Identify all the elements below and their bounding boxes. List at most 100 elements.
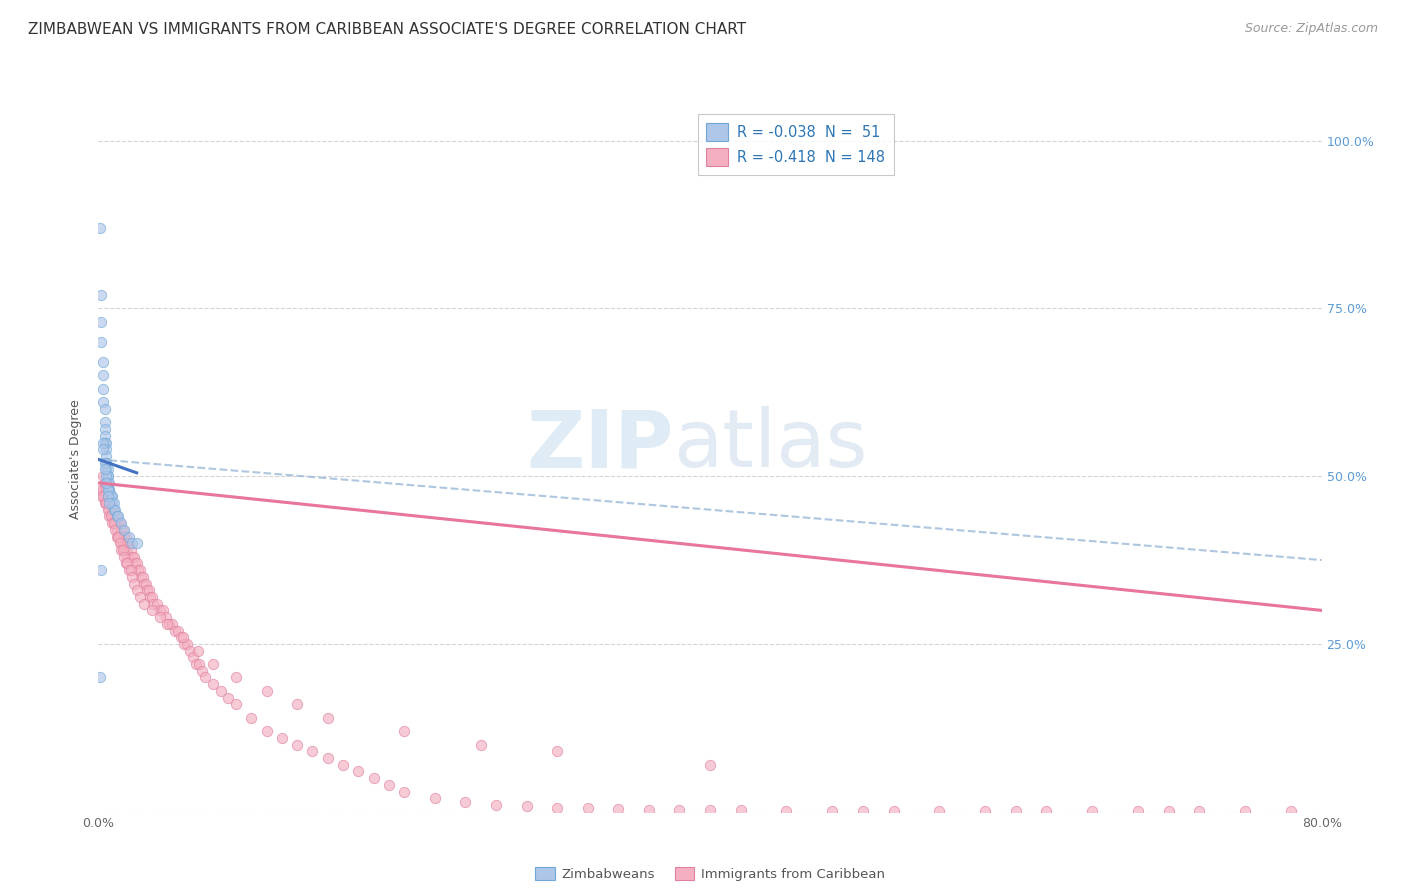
Point [974, 804, 997, 818]
Point [101, 509, 124, 524]
Point [94, 449, 117, 463]
Point [100, 489, 122, 503]
Point [1081, 804, 1104, 818]
Point [100, 509, 122, 524]
Point [110, 536, 132, 550]
Point [97, 496, 120, 510]
Point [111, 536, 134, 550]
Point [115, 543, 138, 558]
Point [637, 803, 661, 817]
Point [423, 791, 446, 805]
Point [91, 355, 114, 369]
Point [141, 590, 163, 604]
Point [821, 804, 844, 818]
Point [107, 530, 129, 544]
Point [94, 496, 117, 510]
Point [145, 597, 167, 611]
Point [120, 563, 142, 577]
Point [141, 603, 163, 617]
Point [128, 590, 150, 604]
Point [187, 643, 209, 657]
Point [149, 610, 172, 624]
Point [225, 698, 247, 712]
Point [852, 804, 875, 818]
Point [89, 671, 111, 685]
Point [93, 435, 115, 450]
Point [155, 610, 177, 624]
Point [157, 616, 180, 631]
Point [240, 711, 263, 725]
Point [1188, 804, 1211, 818]
Point [108, 536, 131, 550]
Point [139, 590, 162, 604]
Point [112, 549, 135, 564]
Point [209, 684, 232, 698]
Point [117, 549, 139, 564]
Point [173, 637, 195, 651]
Point [156, 616, 179, 631]
Point [378, 778, 401, 792]
Point [115, 530, 138, 544]
Point [93, 422, 115, 436]
Point [90, 334, 112, 349]
Point [91, 382, 114, 396]
Point [94, 435, 117, 450]
Point [97, 469, 120, 483]
Point [112, 530, 135, 544]
Point [100, 496, 122, 510]
Point [122, 576, 145, 591]
Point [107, 530, 129, 544]
Point [91, 435, 114, 450]
Point [103, 502, 125, 516]
Point [115, 557, 138, 571]
Point [98, 496, 121, 510]
Point [105, 509, 128, 524]
Point [111, 523, 134, 537]
Point [120, 543, 142, 558]
Point [100, 489, 122, 503]
Point [194, 671, 217, 685]
Point [134, 576, 156, 591]
Point [91, 483, 114, 497]
Point [110, 516, 132, 530]
Point [117, 536, 139, 550]
Point [256, 724, 278, 739]
Point [90, 489, 112, 503]
Point [124, 557, 146, 571]
Point [104, 509, 127, 524]
Point [202, 657, 225, 671]
Point [110, 523, 132, 537]
Point [172, 630, 194, 644]
Point [105, 523, 128, 537]
Point [94, 483, 117, 497]
Point [103, 516, 125, 530]
Point [111, 543, 134, 558]
Point [546, 800, 568, 814]
Point [97, 489, 120, 503]
Point [170, 630, 193, 644]
Point [91, 489, 114, 503]
Text: ZIMBABWEAN VS IMMIGRANTS FROM CARIBBEAN ASSOCIATE'S DEGREE CORRELATION CHART: ZIMBABWEAN VS IMMIGRANTS FROM CARIBBEAN … [28, 22, 747, 37]
Point [576, 801, 599, 815]
Point [94, 442, 117, 457]
Point [94, 456, 117, 470]
Point [127, 563, 149, 577]
Point [105, 509, 128, 524]
Point [125, 536, 148, 550]
Point [97, 475, 120, 490]
Point [332, 757, 354, 772]
Legend: Zimbabweans, Immigrants from Caribbean: Zimbabweans, Immigrants from Caribbean [530, 862, 890, 886]
Point [91, 368, 114, 383]
Point [186, 657, 208, 671]
Point [928, 804, 950, 818]
Point [1157, 804, 1180, 818]
Point [1128, 804, 1150, 818]
Point [668, 803, 690, 817]
Point [191, 664, 214, 678]
Point [91, 442, 114, 457]
Point [121, 570, 143, 584]
Point [108, 530, 131, 544]
Point [138, 583, 160, 598]
Point [160, 616, 183, 631]
Point [1035, 804, 1057, 818]
